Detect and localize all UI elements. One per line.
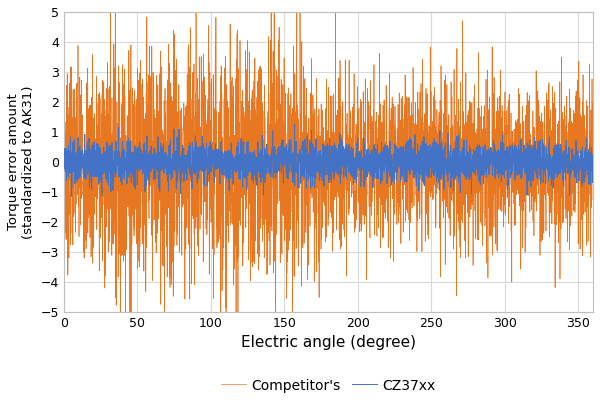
- CZ37xx: [174, 174, 181, 179]
- Legend: Competitor's, CZ37xx: Competitor's, CZ37xx: [215, 373, 442, 398]
- Competitor's: [60, 82, 67, 87]
- CZ37xx: [589, 168, 596, 172]
- CZ37xx: [539, 141, 547, 146]
- Competitor's: [539, 164, 547, 169]
- CZ37xx: [380, 148, 388, 153]
- Competitor's: [161, 347, 168, 352]
- Competitor's: [589, 137, 596, 142]
- CZ37xx: [589, 161, 596, 166]
- CZ37xx: [60, 162, 67, 166]
- X-axis label: Electric angle (degree): Electric angle (degree): [241, 336, 416, 350]
- Competitor's: [380, 98, 388, 102]
- Line: CZ37xx: CZ37xx: [64, 124, 593, 196]
- Competitor's: [390, 102, 397, 106]
- Competitor's: [174, 161, 181, 166]
- CZ37xx: [208, 165, 215, 170]
- Competitor's: [208, 210, 215, 215]
- Y-axis label: Torque error amount
(standardized to AK31): Torque error amount (standardized to AK3…: [7, 85, 35, 239]
- CZ37xx: [291, 122, 298, 127]
- Competitor's: [589, 112, 596, 117]
- Line: Competitor's: Competitor's: [64, 0, 593, 350]
- CZ37xx: [390, 151, 397, 156]
- CZ37xx: [68, 194, 75, 199]
